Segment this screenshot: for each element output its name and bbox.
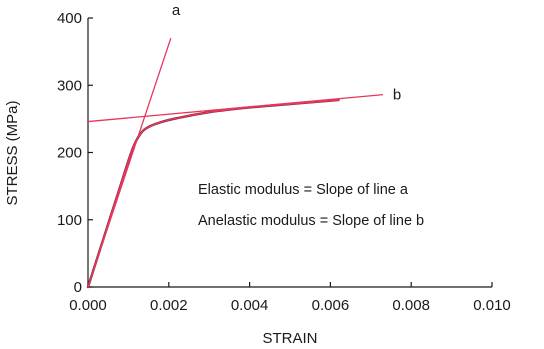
y-tick-label: 100	[57, 212, 82, 229]
x-axis-title: STRAIN	[262, 330, 317, 347]
x-tick-label: 0.004	[231, 297, 269, 314]
x-tick-label: 0.006	[312, 297, 350, 314]
annotation-anelastic: Anelastic modulus = Slope of line b	[198, 213, 424, 229]
x-tick-label: 0.000	[69, 297, 107, 314]
line-b	[87, 94, 383, 123]
line-b-label: b	[393, 87, 401, 104]
series-layer: ab	[86, 2, 401, 289]
y-axis-title: STRESS (MPa)	[4, 100, 21, 205]
axes	[87, 18, 492, 288]
annotation-elastic: Elastic modulus = Slope of line a	[198, 182, 409, 198]
x-tick-label: 0.002	[150, 297, 188, 314]
y-tick-label: 200	[57, 145, 82, 162]
line-a-label: a	[172, 2, 181, 19]
y-tick-label: 300	[57, 77, 82, 94]
x-tick-label: 0.010	[473, 297, 511, 314]
y-tick-label: 400	[57, 10, 82, 27]
ticks: 0.000 0.002 0.004 0.006 0.008 0.010 0 100 200 300…	[57, 10, 511, 314]
line-a	[87, 37, 172, 288]
x-tick-label: 0.008	[392, 297, 430, 314]
stress-strain-curve	[87, 99, 340, 288]
y-tick-label: 0	[74, 279, 82, 296]
